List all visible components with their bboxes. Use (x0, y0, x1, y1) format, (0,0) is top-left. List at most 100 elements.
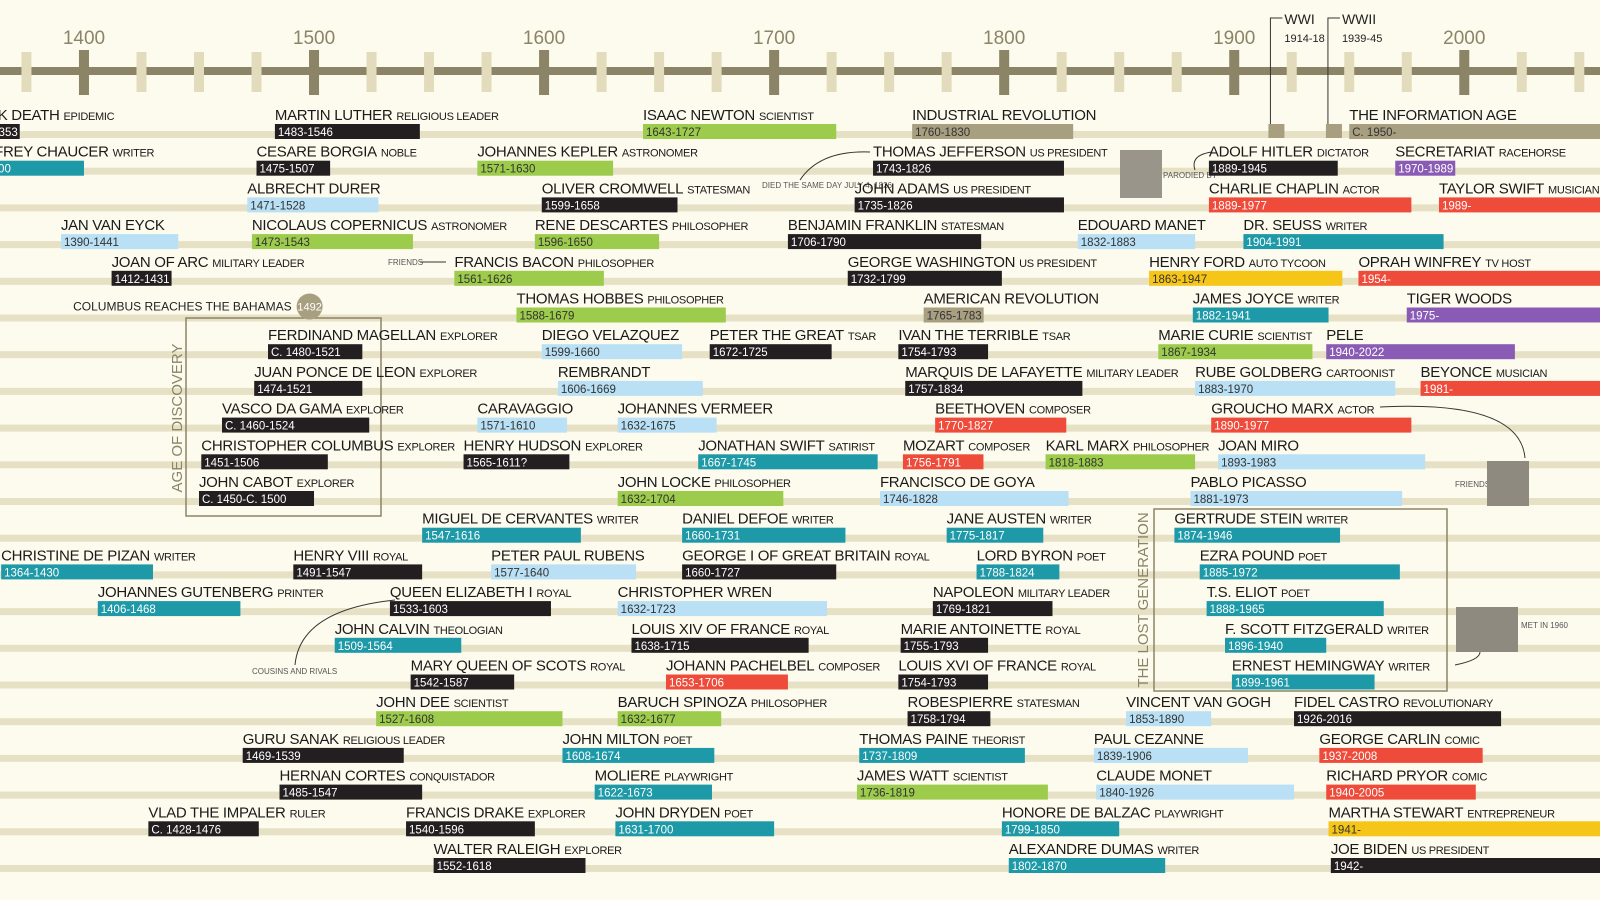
entry-name: FIDEL CASTRO REVOLUTIONARY (1294, 694, 1494, 711)
minor-tick (424, 52, 435, 92)
name: JOHN LOCKE (618, 474, 711, 491)
name: VLAD THE IMPALER (148, 804, 286, 821)
role: ACTOR (1343, 184, 1380, 196)
row-stripe (0, 681, 1600, 689)
life-bar (1328, 821, 1600, 837)
role: ROYAL (894, 551, 929, 563)
entry-name: ERNEST HEMINGWAY WRITER (1232, 658, 1430, 675)
entry-name: FRANCISCO DE GOYA (880, 474, 1035, 491)
entry-dates: 1735-1826 (858, 200, 913, 212)
life-bar (1001, 821, 1120, 837)
tick-label: 1500 (293, 28, 335, 49)
entry-dates: 1653-1706 (669, 678, 724, 690)
name: MARIE ANTOINETTE (901, 621, 1042, 638)
life-bar (1208, 197, 1412, 213)
life-bar (900, 637, 989, 653)
name: IVAN THE TERRIBLE (898, 327, 1038, 344)
life-bar (334, 637, 462, 653)
entry-dates: 1940-2022 (1329, 347, 1384, 359)
role: US PRESIDENT (1411, 845, 1489, 857)
role: SCIENTIST (953, 772, 1008, 784)
entry-dates: 1802-1870 (1012, 861, 1067, 873)
role: RACEHORSE (1499, 148, 1566, 160)
life-bar (477, 160, 614, 176)
note: FRIENDS (1455, 480, 1490, 489)
entry-dates: 1882-1941 (1196, 311, 1251, 323)
row-stripe (0, 314, 1600, 322)
entry-dates: 1533-1603 (393, 604, 448, 616)
entry-name: JAMES JOYCE WRITER (1193, 291, 1340, 308)
entry-dates: 1632-1723 (621, 604, 676, 616)
name: FRANCISCO DE GOYA (880, 474, 1035, 491)
minor-tick (826, 52, 837, 92)
tick-label: 1400 (63, 28, 105, 49)
entry-name: MARY QUEEN OF SCOTS ROYAL (411, 658, 626, 675)
entry-name: SECRETARIAT RACEHORSE (1395, 144, 1565, 161)
role: CONQUISTADOR (409, 772, 495, 784)
role: PHILOSOPHER (1133, 441, 1210, 453)
life-bar (477, 417, 568, 433)
life-bar (422, 527, 581, 543)
entry-dates: 1941- (1332, 824, 1362, 836)
entry-dates: 1474-1521 (257, 384, 312, 396)
name: DANIEL DEFOE (682, 511, 788, 528)
role: EXPLORER (420, 368, 478, 380)
entry-name: TIGER WOODS (1407, 291, 1512, 308)
name: JOHN CALVIN (335, 621, 430, 638)
row-stripe (0, 498, 1600, 505)
name: TAYLOR SWIFT (1439, 180, 1544, 197)
entry-dates: 1757-1834 (908, 384, 964, 396)
entry-name: BLACK DEATH EPIDEMIC (0, 107, 115, 124)
tick-label: 1900 (1213, 28, 1255, 49)
role: ENTREPRENEUR (1467, 808, 1555, 820)
entry-dates: 1599-1658 (545, 200, 600, 212)
entry-dates: 1547-1616 (425, 531, 480, 543)
entry-name: MOZART COMPOSER (903, 437, 1030, 454)
name: MOLIERE (595, 768, 661, 785)
war-mark (1268, 124, 1285, 138)
entry-name: DANIEL DEFOE WRITER (682, 511, 834, 528)
life-bar (946, 527, 1044, 543)
entry-name: HENRY FORD AUTO TYCOON (1149, 254, 1326, 271)
row-stripe (0, 277, 1600, 285)
name: T.S. ELIOT (1207, 584, 1277, 601)
minor-tick (136, 52, 147, 92)
entry-name: F. SCOTT FITZGERALD WRITER (1225, 621, 1429, 638)
name: HERNAN CORTES (280, 768, 406, 785)
name: PETER THE GREAT (710, 327, 844, 344)
life-bar (293, 564, 423, 580)
entry-dates: 1596-1650 (538, 237, 593, 249)
name: MARQUIS DE LAFAYETTE (905, 364, 1082, 381)
life-bar (615, 821, 775, 837)
minor-tick (1171, 52, 1182, 92)
role: PRINTER (277, 588, 324, 600)
life-bar (859, 747, 1025, 763)
role: MUSICIAN (1496, 368, 1548, 380)
minor-tick (711, 52, 722, 92)
life-bar (1174, 527, 1341, 543)
minor-tick (481, 52, 492, 92)
entry-dates: 1937-2008 (1322, 751, 1377, 763)
role: WRITER (1298, 295, 1340, 307)
name: INDUSTRIAL REVOLUTION (912, 107, 1096, 124)
name: GROUCHO MARX (1211, 401, 1334, 418)
life-bar (1395, 160, 1456, 176)
life-bar (631, 637, 809, 653)
entry-dates: 1631-1700 (618, 824, 673, 836)
life-bar (1294, 711, 1502, 727)
life-bar (1225, 637, 1327, 653)
entry-name: GEORGE WASHINGTON US PRESIDENT (848, 254, 1098, 271)
life-bar (1192, 307, 1329, 323)
name: MARY QUEEN OF SCOTS (411, 658, 587, 675)
name: GEORGE I OF GREAT BRITAIN (682, 547, 890, 564)
entry-name: JONATHAN SWIFT SATIRIST (698, 437, 875, 454)
war-line (1269, 17, 1283, 124)
entry-dates: 1638-1715 (634, 641, 689, 653)
role: AUTO TYCOON (1249, 258, 1326, 270)
tick (1459, 50, 1470, 95)
entry-dates: 1769-1821 (936, 604, 991, 616)
life-bar (1211, 417, 1412, 433)
role: TSAR (848, 331, 876, 343)
name: CHRISTOPHER WREN (618, 584, 772, 601)
